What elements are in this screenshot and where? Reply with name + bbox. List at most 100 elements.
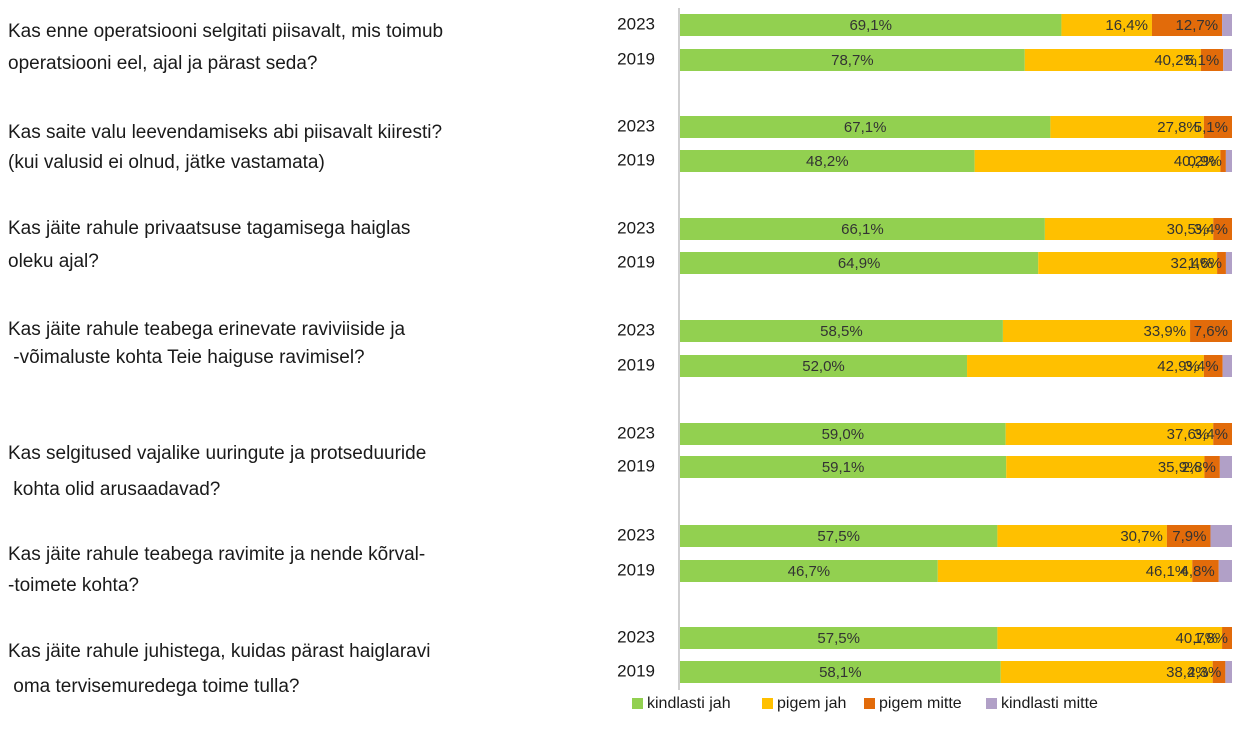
year-label: 2023	[617, 320, 655, 339]
legend-label: pigem jah	[777, 695, 846, 712]
bar-segment	[680, 525, 998, 547]
data-label: 67,1%	[844, 119, 887, 136]
bar-segment	[1217, 252, 1226, 274]
question-label: oma tervisemuredega toime tulla?	[8, 676, 299, 697]
data-label: 3,4%	[1194, 426, 1228, 443]
data-label: 7,6%	[1194, 323, 1228, 340]
bar-segment	[1225, 661, 1232, 683]
data-label: 57,5%	[817, 630, 860, 647]
legend-label: pigem mitte	[879, 695, 962, 712]
data-label: 59,0%	[822, 426, 865, 443]
bar-segment	[1223, 49, 1232, 71]
bar-segment	[1212, 661, 1226, 683]
data-label: 30,7%	[1120, 528, 1163, 545]
bar-segment	[967, 355, 1204, 377]
legend-label: kindlasti mitte	[1001, 695, 1098, 712]
question-label: -võimaluste kohta Teie haiguse ravimisel…	[8, 347, 365, 368]
bar-segment	[997, 525, 1167, 547]
legend-label: kindlasti jah	[647, 695, 731, 712]
bar-segment	[680, 14, 1062, 36]
year-label: 2019	[617, 560, 655, 579]
bar-segment	[1151, 14, 1223, 36]
data-label: 2,3%	[1187, 664, 1221, 681]
bar-segment	[680, 456, 1007, 478]
bar-segment	[680, 320, 1003, 342]
data-label: 1,6%	[1188, 255, 1222, 272]
bar-segment	[680, 116, 1051, 138]
bar-segment	[937, 560, 1193, 582]
bar-segment	[1044, 218, 1214, 240]
year-label: 2019	[617, 456, 655, 475]
legend-swatch	[632, 698, 643, 709]
bar-segment	[1000, 661, 1213, 683]
bar-segment	[680, 355, 968, 377]
data-label: 48,2%	[806, 153, 849, 170]
bar-segment	[1203, 355, 1223, 377]
data-label: 3,4%	[1184, 358, 1218, 375]
legend-swatch	[762, 698, 773, 709]
question-label: kohta olid arusaadavad?	[8, 479, 220, 500]
bar-segment	[1220, 150, 1226, 172]
bar-segment	[1002, 320, 1191, 342]
bar-segment	[974, 150, 1221, 172]
bar-segment	[1200, 49, 1224, 71]
data-label: 3,4%	[1194, 221, 1228, 238]
question-label: Kas jäite rahule teabega ravimite ja nen…	[8, 544, 425, 565]
data-label: 0,9%	[1188, 153, 1222, 170]
bar-segment	[1038, 252, 1218, 274]
question-label: operatsiooni eel, ajal ja pärast seda?	[8, 53, 317, 74]
bar-segment	[1024, 49, 1201, 71]
bar-segment	[1219, 456, 1232, 478]
question-label: Kas jäite rahule privaatsuse tagamisega …	[8, 218, 410, 239]
data-label: 52,0%	[802, 358, 845, 375]
legend-swatch	[986, 698, 997, 709]
bar-segment	[1204, 456, 1220, 478]
data-label: 40,2%	[1154, 52, 1197, 69]
question-label: oleku ajal?	[8, 251, 99, 272]
data-label: 38,4%	[1166, 664, 1209, 681]
data-label: 7,9%	[1172, 528, 1206, 545]
data-label: 58,1%	[819, 664, 862, 681]
bar-segment	[1050, 116, 1204, 138]
bar-segment	[1192, 560, 1219, 582]
data-label: 66,1%	[841, 221, 884, 238]
year-label: 2019	[617, 661, 655, 680]
bar-segment	[1213, 423, 1232, 445]
data-label: 27,8%	[1157, 119, 1200, 136]
data-label: 4,8%	[1181, 563, 1215, 580]
bar-segment	[1061, 14, 1152, 36]
bar-segment	[680, 560, 938, 582]
bar-segment	[1222, 14, 1232, 36]
bar-segment	[1210, 525, 1232, 547]
data-label: 40,7%	[1176, 630, 1219, 647]
data-label: 46,1%	[1146, 563, 1189, 580]
bar-segment	[1166, 525, 1211, 547]
legend-swatch	[864, 698, 875, 709]
question-label: Kas saite valu leevendamiseks abi piisav…	[8, 122, 442, 143]
year-label: 2023	[617, 423, 655, 442]
question-label: Kas selgitused vajalike uuringute ja pro…	[8, 443, 426, 464]
year-label: 2023	[617, 218, 655, 237]
data-label: 35,9%	[1158, 459, 1201, 476]
bar-segment	[680, 423, 1006, 445]
year-label: 2023	[617, 14, 655, 33]
data-label: 42,9%	[1157, 358, 1200, 375]
data-label: 40,2%	[1174, 153, 1217, 170]
data-label: 5,1%	[1194, 119, 1228, 136]
bar-segment	[1225, 150, 1232, 172]
bar-segment	[680, 252, 1039, 274]
bar-segment	[1005, 423, 1214, 445]
year-label: 2023	[617, 627, 655, 646]
bar-segment	[1006, 456, 1205, 478]
question-label: Kas enne operatsiooni selgitati piisaval…	[8, 21, 443, 42]
year-label: 2019	[617, 150, 655, 169]
bar-segment	[997, 627, 1223, 649]
question-label: Kas jäite rahule juhistega, kuidas päras…	[8, 641, 430, 662]
data-label: 32,4%	[1171, 255, 1214, 272]
data-label: 2,8%	[1182, 459, 1216, 476]
bar-segment	[1222, 627, 1232, 649]
data-label: 33,9%	[1144, 323, 1187, 340]
bar-segment	[680, 150, 975, 172]
bar-segment	[680, 218, 1045, 240]
